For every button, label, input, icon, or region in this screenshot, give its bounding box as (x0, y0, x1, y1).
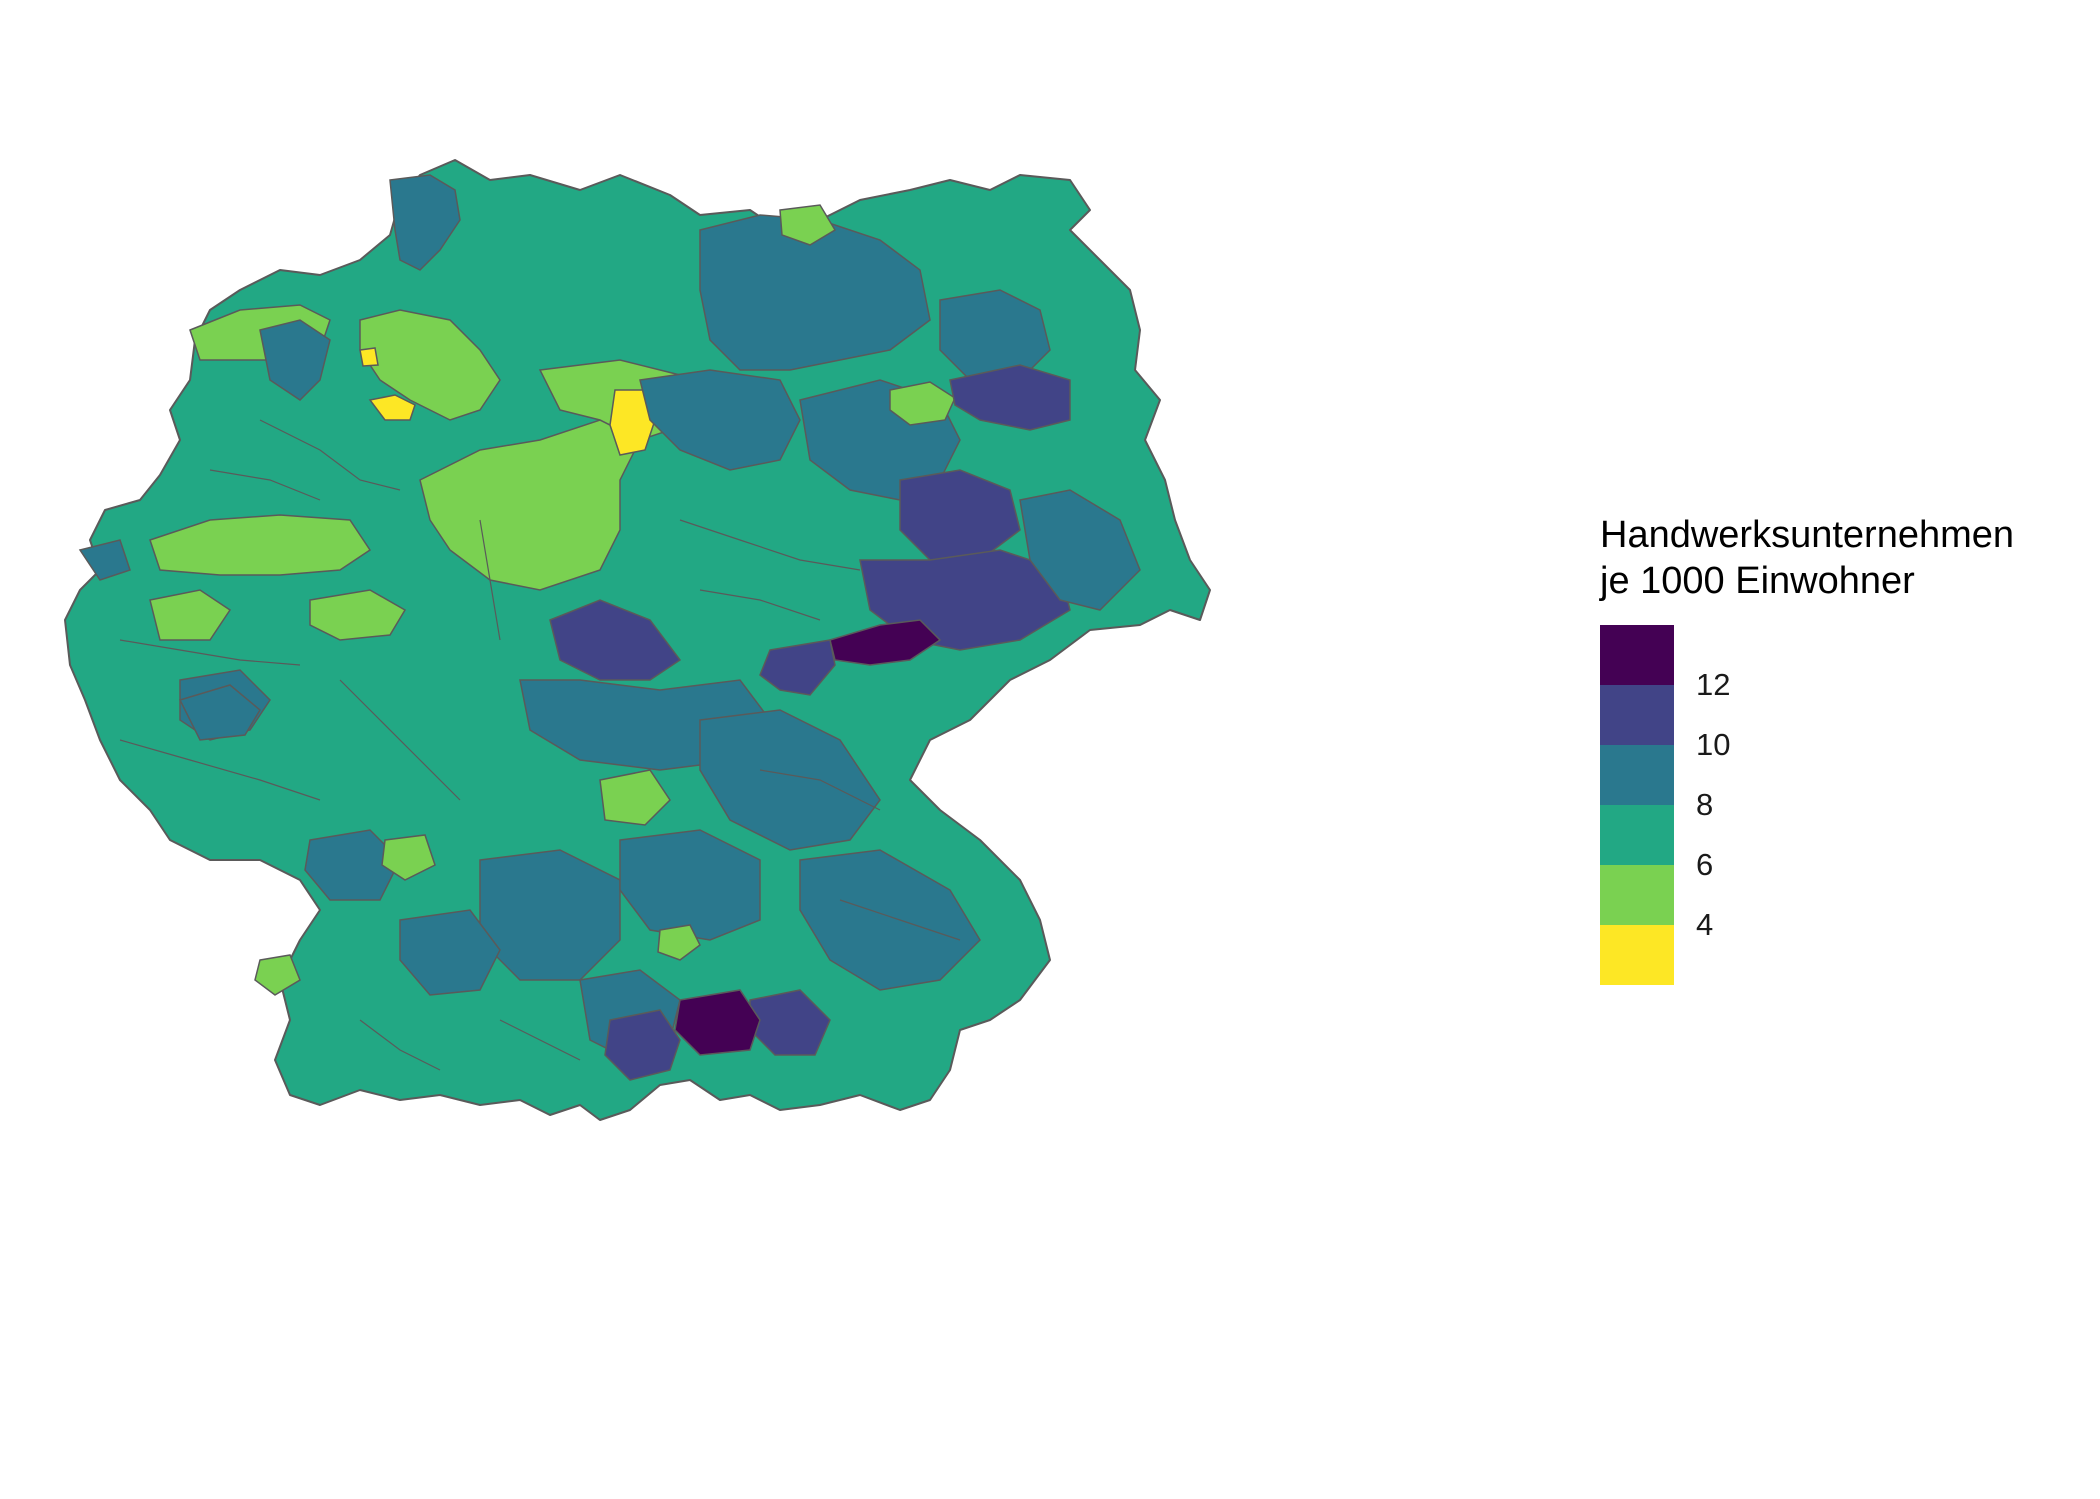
district-erzgebirgskreis (829, 619, 942, 666)
district-saxony-north (899, 469, 1021, 561)
legend-swatch-4 (1600, 745, 1674, 805)
district-upper-palatinate (699, 709, 881, 851)
district-berlin (889, 381, 956, 426)
legend-color-bar: 4 6 8 10 12 (1600, 625, 1730, 985)
district-allgaeu (399, 909, 501, 996)
district-vogtland (759, 639, 836, 696)
legend-tick-label: 8 (1696, 787, 1714, 822)
legend-swatch-6 (1600, 625, 1674, 685)
district-brandenburg-west (639, 369, 801, 471)
legend-swatch-2 (1600, 865, 1674, 925)
district-garmisch (604, 1009, 681, 1081)
district-nuremberg (599, 769, 671, 826)
district-goerlitz (1019, 489, 1141, 611)
district-munich (657, 924, 701, 961)
district-ruhr (149, 514, 372, 576)
district-saarland (178, 684, 261, 741)
district-freiburg (254, 954, 301, 996)
germany-districts-map (64, 159, 1211, 1121)
district-nordfriesland (389, 174, 461, 271)
choropleth-map (60, 120, 1520, 1380)
legend-tick-label: 10 (1696, 727, 1731, 762)
district-cologne-bonn (149, 589, 232, 641)
district-rostock (779, 204, 837, 246)
district-borders (119, 419, 961, 1071)
legend-tick-label: 12 (1696, 667, 1731, 702)
district-bremen (368, 394, 416, 421)
district-bremerhaven (359, 347, 379, 367)
district-uckermark (939, 289, 1051, 381)
district-oder-spree (949, 364, 1071, 431)
district-karlsruhe (381, 834, 436, 881)
district-thuringia-west (549, 599, 682, 681)
district-osnabrueck (259, 319, 331, 401)
legend-tick-label: 6 (1696, 847, 1714, 882)
district-cuxhaven-stade (359, 309, 501, 421)
legend-swatch-5 (1600, 685, 1674, 745)
legend-swatch-1 (1600, 925, 1674, 985)
district-aachen (78, 539, 131, 581)
district-bavaria-center (619, 829, 761, 941)
district-stuttgart-area (304, 829, 401, 901)
district-swabia (479, 849, 621, 981)
map-legend: Handwerksunternehmen je 1000 Einwohner 4… (1600, 512, 2080, 985)
legend-title-line2: je 1000 Einwohner (1600, 560, 1915, 602)
district-hannover-region (419, 419, 642, 591)
district-lower-bavaria (799, 849, 981, 991)
legend-tick-label: 4 (1696, 907, 1714, 942)
legend-swatch-3 (1600, 805, 1674, 865)
district-miesbach (674, 989, 761, 1056)
district-frankfurt (309, 589, 407, 641)
legend-title-line1: Handwerksunternehmen (1600, 514, 2015, 556)
